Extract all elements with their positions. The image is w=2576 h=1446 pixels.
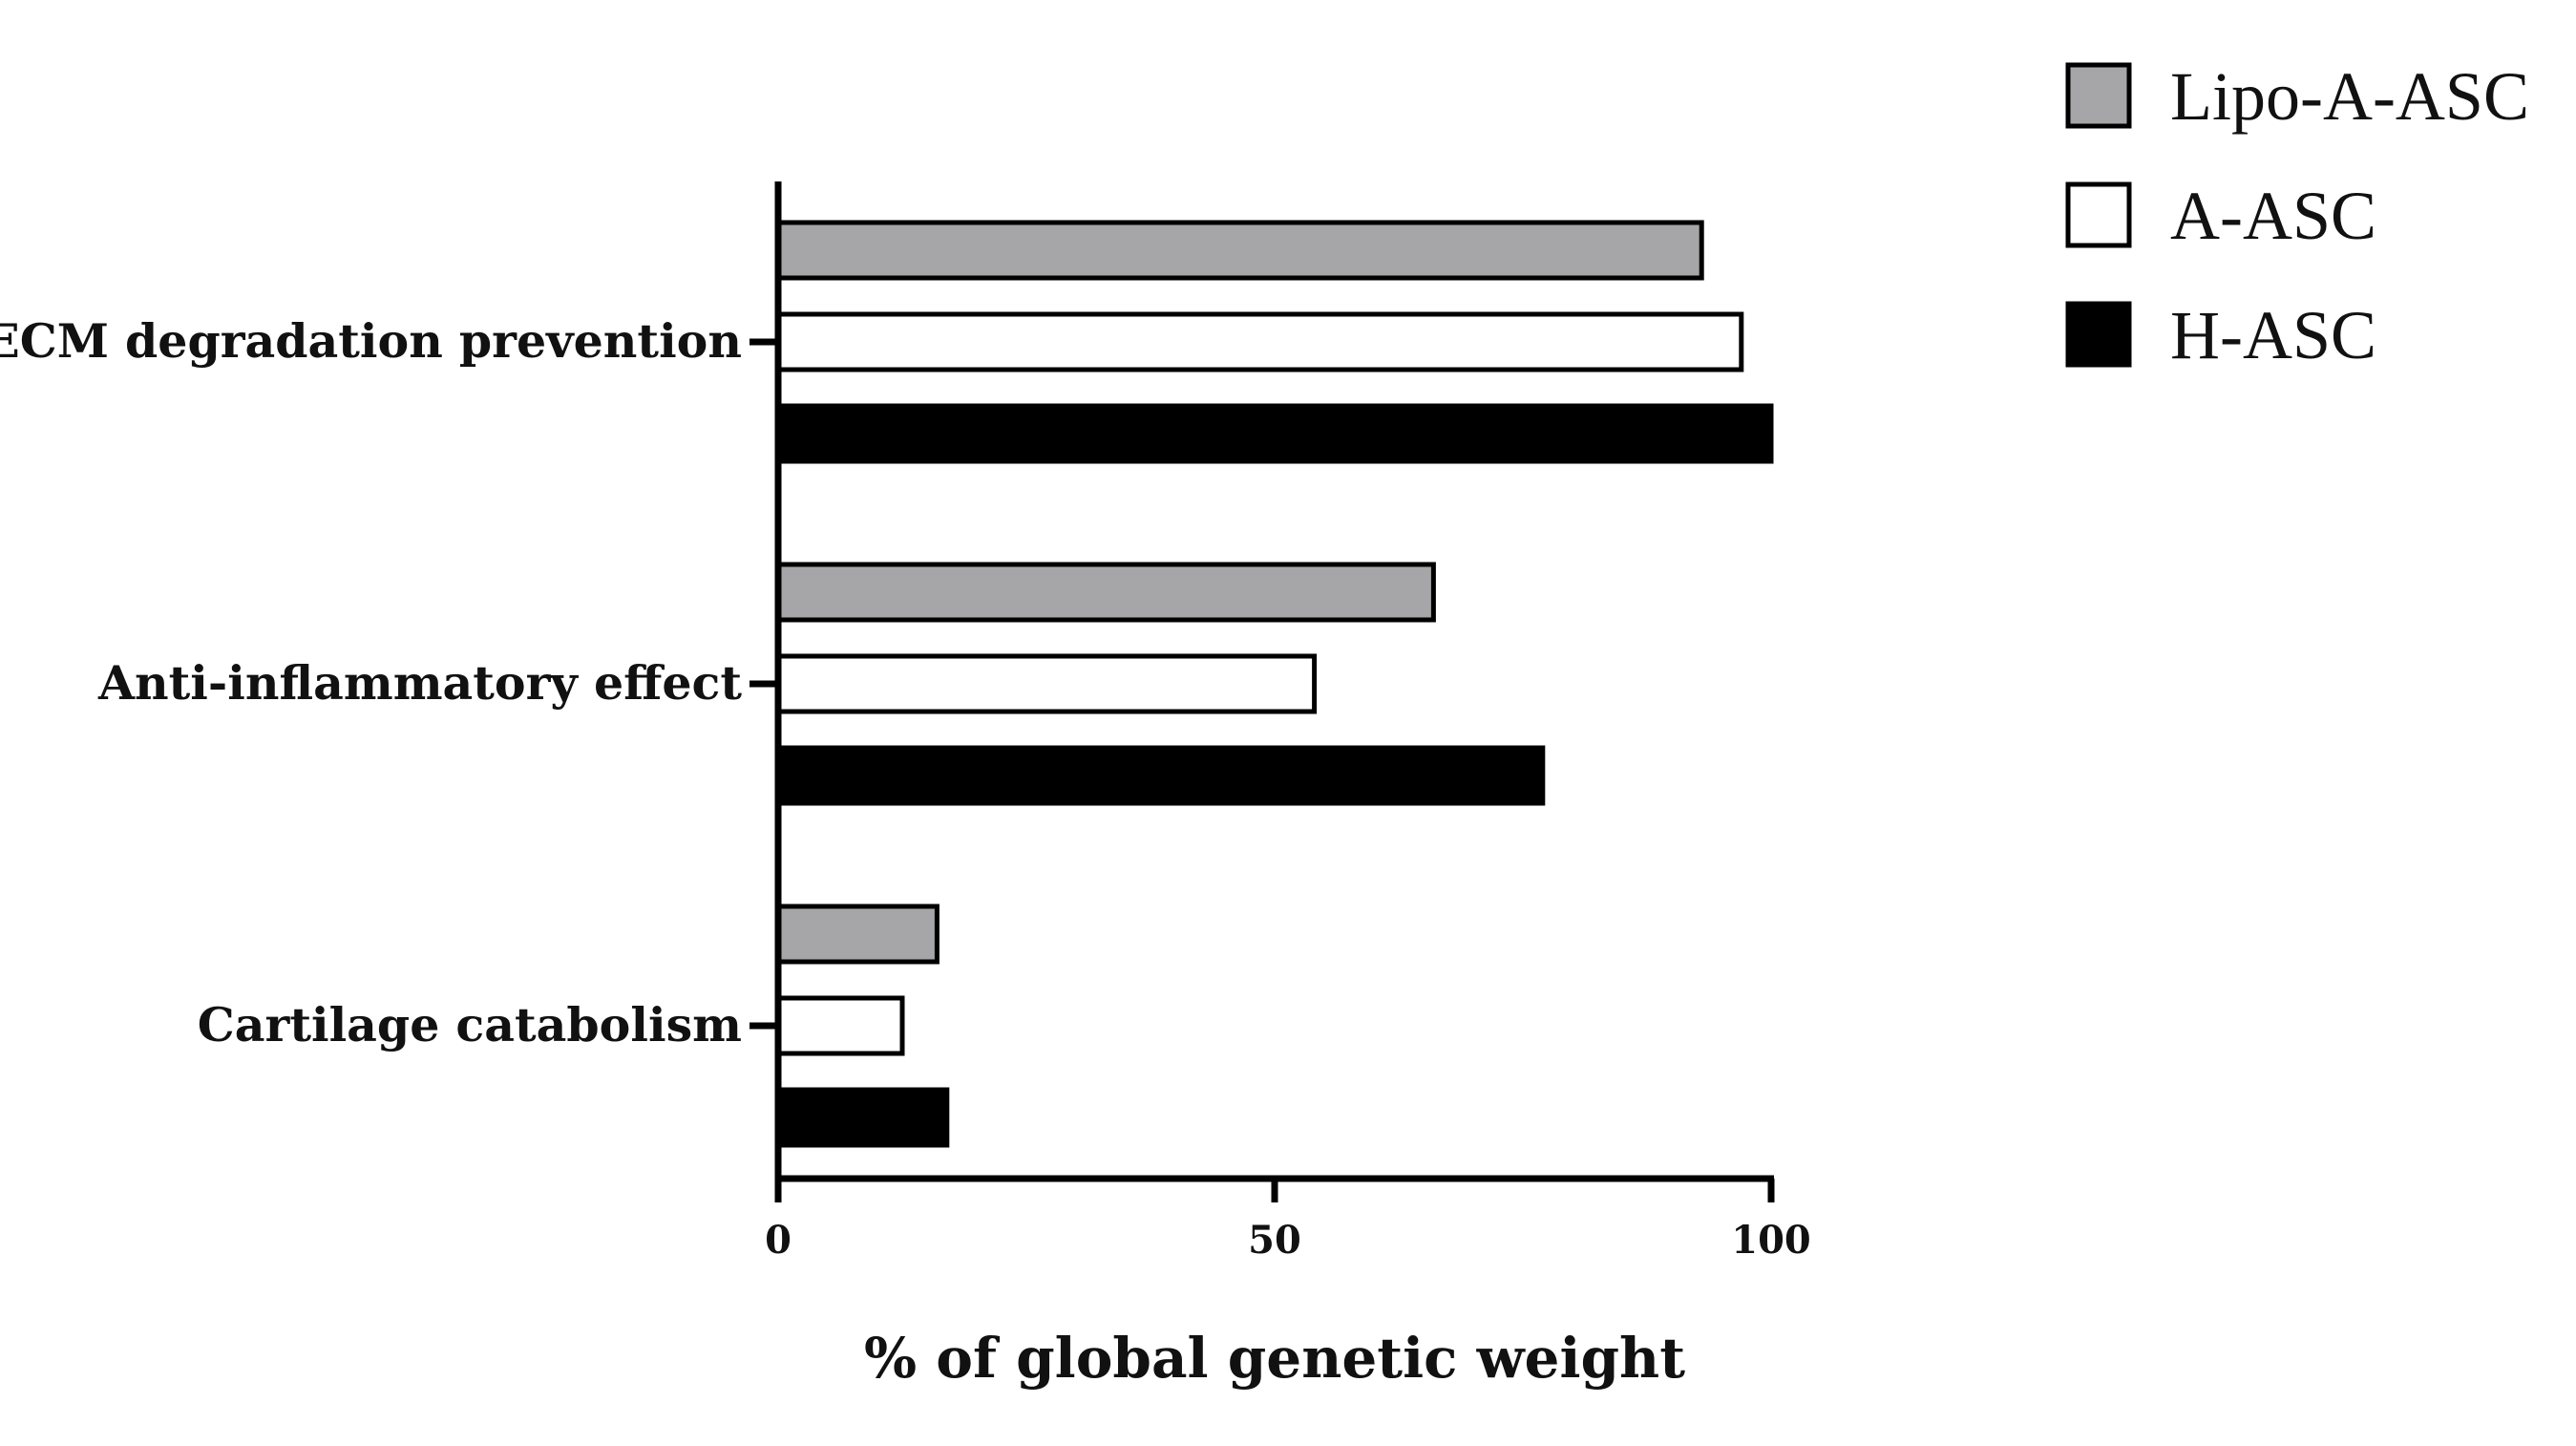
legend-swatch-h-asc xyxy=(2065,301,2132,368)
legend-label: H-ASC xyxy=(2170,297,2376,373)
legend-swatch-lipo-a-asc xyxy=(2065,62,2132,129)
bar-a-asc-1 xyxy=(775,311,1744,372)
bar-a-asc-3 xyxy=(775,995,905,1056)
bars-group xyxy=(775,220,1774,1148)
bar-lipo-a-asc-2 xyxy=(775,562,1436,623)
bar-h-asc-2 xyxy=(775,745,1546,806)
legend-swatch-a-asc xyxy=(2065,181,2132,248)
legend: Lipo-A-ASC A-ASC H-ASC xyxy=(2065,58,2529,373)
bar-h-asc-3 xyxy=(775,1087,950,1148)
category-label: Anti-inflammatory effect xyxy=(97,655,742,711)
legend-label: Lipo-A-ASC xyxy=(2170,58,2529,135)
category-labels: ECM degradation prevention Anti-inflammat… xyxy=(0,313,742,1053)
x-axis-title: % of global genetic weight xyxy=(864,1326,1685,1391)
bar-lipo-a-asc-1 xyxy=(775,220,1704,281)
x-tick-label: 100 xyxy=(1731,1218,1811,1263)
category-label: ECM degradation prevention xyxy=(0,313,742,369)
x-tick-label: 50 xyxy=(1248,1218,1301,1263)
x-tick-labels: 0 50 100 xyxy=(765,1218,1811,1263)
bar-lipo-a-asc-3 xyxy=(775,904,940,965)
axes-group xyxy=(750,181,1775,1202)
bar-h-asc-1 xyxy=(775,403,1774,464)
x-tick-label: 0 xyxy=(765,1218,792,1263)
legend-label: A-ASC xyxy=(2170,178,2376,254)
category-label: Cartilage catabolism xyxy=(198,997,742,1053)
bar-a-asc-2 xyxy=(775,653,1318,714)
